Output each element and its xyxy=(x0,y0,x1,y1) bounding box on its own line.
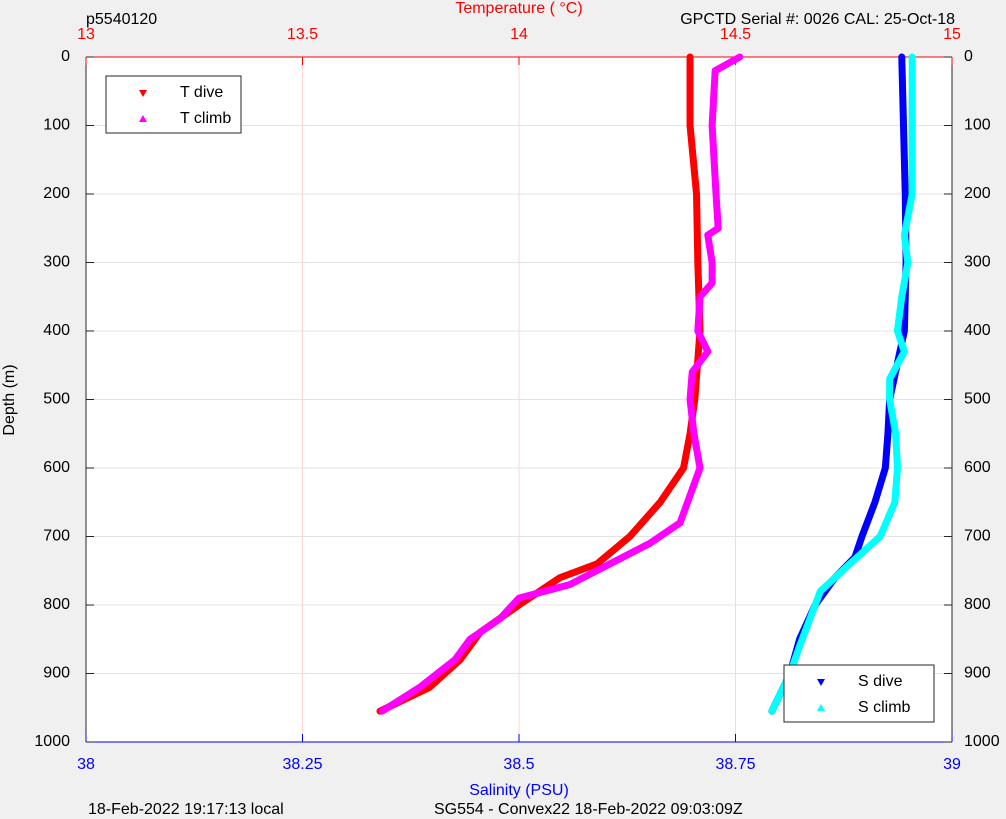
legend-marker xyxy=(139,90,147,97)
chart-subtitle: GPCTD Serial #: 0026 CAL: 25-Oct-18 xyxy=(680,11,955,28)
x-tick-label: 38.5 xyxy=(503,756,534,773)
y-tick-label-right: 100 xyxy=(964,117,991,134)
x-tick-label: 38.25 xyxy=(282,756,322,773)
legend-marker xyxy=(817,704,825,711)
footer-right: SG554 - Convex22 18-Feb-2022 09:03:09Z xyxy=(434,801,743,818)
y-tick-label: 500 xyxy=(43,391,70,408)
legend-marker xyxy=(817,679,825,686)
x2-axis-title: Temperature ( °C) xyxy=(455,0,582,17)
x-tick-label: 39 xyxy=(943,756,961,773)
x2-tick-label: 14.5 xyxy=(720,26,751,43)
series-line xyxy=(768,53,916,715)
y-tick-label: 1000 xyxy=(34,733,70,750)
legend-marker xyxy=(139,115,147,122)
x-tick-label: 38.75 xyxy=(715,756,755,773)
series-line xyxy=(376,53,704,715)
x-axis-title: Salinity (PSU) xyxy=(469,782,569,799)
y-tick-label-right: 900 xyxy=(964,665,991,682)
y-tick-label-right: 500 xyxy=(964,391,991,408)
y-tick-label: 800 xyxy=(43,596,70,613)
footer-left: 18-Feb-2022 19:17:13 local xyxy=(88,801,284,818)
y-tick-label-right: 300 xyxy=(964,254,991,271)
legend-label: S dive xyxy=(858,673,903,690)
y-tick-label: 300 xyxy=(43,254,70,271)
x2-tick-label: 14 xyxy=(510,26,528,43)
y-tick-label: 900 xyxy=(43,665,70,682)
y-tick-label-right: 200 xyxy=(964,185,991,202)
y-tick-label-right: 0 xyxy=(964,48,973,65)
x2-tick-label: 13.5 xyxy=(287,26,318,43)
y-axis-title: Depth (m) xyxy=(1,364,18,435)
y-tick-label: 0 xyxy=(61,48,70,65)
y-tick-label-right: 1000 xyxy=(964,733,1000,750)
legend-box xyxy=(105,75,242,134)
y-tick-label-right: 700 xyxy=(964,528,991,545)
legend-label: S climb xyxy=(858,699,911,716)
x-tick-label: 38 xyxy=(77,756,95,773)
legend-box xyxy=(783,664,935,723)
y-tick-label-right: 800 xyxy=(964,596,991,613)
y-tick-label-right: 600 xyxy=(964,459,991,476)
chart-title: p5540120 xyxy=(86,11,157,28)
series-line xyxy=(378,53,744,715)
y-tick-label: 700 xyxy=(43,528,70,545)
y-tick-label: 200 xyxy=(43,185,70,202)
y-tick-label: 400 xyxy=(43,322,70,339)
legend-label: T dive xyxy=(180,84,223,101)
legend-label: T climb xyxy=(180,110,231,127)
y-tick-label-right: 400 xyxy=(964,322,991,339)
x2-tick-label: 15 xyxy=(943,26,961,43)
y-tick-label: 100 xyxy=(43,117,70,134)
x2-tick-label: 13 xyxy=(77,26,95,43)
y-tick-label: 600 xyxy=(43,459,70,476)
